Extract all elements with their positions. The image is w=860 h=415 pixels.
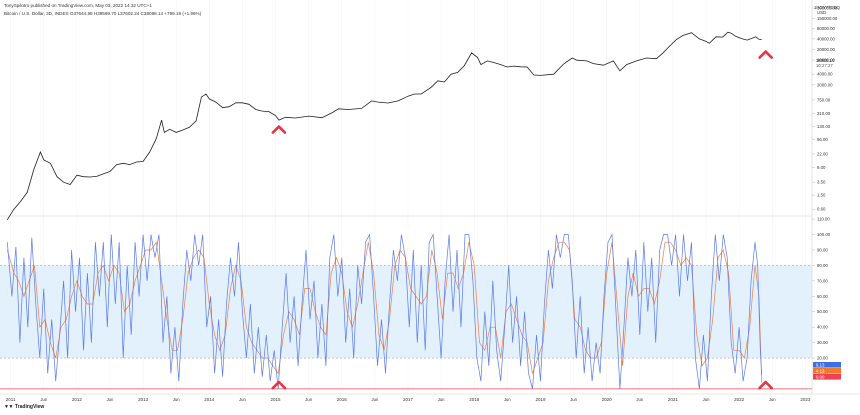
time-tick-label: 2017 bbox=[403, 397, 414, 402]
symbol-info-line[interactable]: Bitcoin / U.S. Dollar, 3D, INDEX O37644.… bbox=[4, 11, 202, 16]
time-tick-label: 2015 bbox=[271, 397, 282, 402]
price-tick-label: 56.00 bbox=[817, 137, 828, 142]
price-axis[interactable]: 300000.00 150000.00 80000.00 40000.00 20000.… bbox=[812, 6, 838, 212]
countdown-label: 10:27:27 bbox=[816, 63, 833, 68]
price-tick-label: 3.50 bbox=[817, 180, 826, 185]
price-tick-label: 0.60 bbox=[817, 207, 826, 212]
series-line-price bbox=[6, 31, 762, 221]
price-tick-label: 150000.00 bbox=[817, 16, 838, 21]
value-label-bg bbox=[813, 368, 841, 374]
price-tick-label: 20000.00 bbox=[817, 47, 836, 52]
currency-label-1: 1HOY??DDQ bbox=[814, 5, 841, 10]
time-tick-label: Jun bbox=[239, 397, 246, 402]
time-axis[interactable]: 2011 Jun 2012 Jun 2013 Jun 2014 Jun 2015 Jun 2016 J… bbox=[6, 397, 811, 402]
osc-tick-label: 80.00 bbox=[817, 263, 828, 268]
tradingview-brand[interactable]: ▼▼ TradingView bbox=[4, 404, 44, 410]
time-tick-label: 2020 bbox=[602, 397, 613, 402]
currency-label-2: USD bbox=[817, 10, 826, 15]
time-tick-label: Jun bbox=[504, 397, 511, 402]
time-tick-label: 2018 bbox=[469, 397, 480, 402]
osc-tick-label: 70.00 bbox=[817, 278, 828, 283]
price-tick-label: 10000.00 bbox=[817, 58, 836, 63]
price-tick-label: 2000.00 bbox=[817, 82, 833, 87]
price-tick-label: 300000.00 bbox=[817, 6, 838, 11]
time-tick-label: Jun bbox=[40, 397, 47, 402]
brand-name: TradingView bbox=[14, 404, 45, 410]
series-line-stoch-k bbox=[6, 233, 763, 389]
last-price-label: 38088.14 bbox=[816, 58, 835, 63]
price-tick-label: 310.00 bbox=[817, 111, 831, 116]
up-arrow-marker bbox=[271, 125, 287, 134]
price-tick-label: 40000.00 bbox=[817, 36, 836, 41]
publisher-line: TonySpilotro published on TradingView.co… bbox=[4, 3, 152, 8]
time-tick-label: 2019 bbox=[535, 397, 546, 402]
time-tick-label: Jun bbox=[636, 397, 643, 402]
price-tick-label: 130.00 bbox=[817, 124, 831, 129]
osc-tick-label: 60.00 bbox=[817, 294, 828, 299]
time-tick-label: Jun bbox=[107, 397, 114, 402]
oscillator-value-labels: 9.134.130.00 bbox=[813, 362, 841, 380]
osc-tick-label: 110.00 bbox=[817, 217, 830, 222]
osc-tick-label: 50.00 bbox=[817, 309, 828, 314]
time-tick-label: 2013 bbox=[138, 397, 149, 402]
price-tick-label: 9.00 bbox=[817, 165, 826, 170]
osc-tick-label: 100.00 bbox=[817, 232, 831, 237]
up-arrow-marker bbox=[758, 380, 773, 390]
time-tick-label: Jun bbox=[173, 397, 180, 402]
value-label-text: 9.13 bbox=[816, 362, 825, 367]
up-arrow-marker bbox=[758, 50, 773, 59]
time-tick-label: 2023 bbox=[800, 397, 811, 402]
time-tick-label: Jun bbox=[305, 397, 312, 402]
time-tick-label: Jun bbox=[769, 397, 776, 402]
price-tick-label: 4000.00 bbox=[817, 72, 833, 77]
osc-tick-label: 40.00 bbox=[817, 325, 828, 330]
time-tick-label: 2014 bbox=[204, 397, 215, 402]
price-tick-label: 80000.00 bbox=[817, 26, 836, 31]
time-tick-label: Jun bbox=[372, 397, 379, 402]
osc-tick-label: 20.00 bbox=[817, 356, 828, 361]
annotation-markers bbox=[271, 50, 773, 390]
tradingview-logo-icon: ▼▼ bbox=[4, 404, 13, 410]
time-tick-label: 2012 bbox=[72, 397, 83, 402]
value-label-bg bbox=[813, 362, 841, 368]
price-tick-label: 750.00 bbox=[817, 97, 831, 102]
time-tick-label: 2022 bbox=[734, 397, 745, 402]
value-label-text: 4.13 bbox=[816, 368, 825, 373]
time-tick-label: Jun bbox=[703, 397, 710, 402]
price-tick-label: 22.00 bbox=[817, 151, 828, 156]
osc-tick-label: 90.00 bbox=[817, 247, 828, 252]
time-tick-label: Jun bbox=[570, 397, 577, 402]
series-line-stoch-d bbox=[6, 241, 763, 383]
osc-tick-label: 30.00 bbox=[817, 340, 828, 345]
time-tick-label: 2021 bbox=[668, 397, 679, 402]
time-tick-label: 2011 bbox=[6, 397, 16, 402]
up-arrow-marker bbox=[271, 380, 287, 390]
value-label-bg bbox=[813, 374, 841, 380]
time-tick-label: 2016 bbox=[337, 397, 348, 402]
time-tick-label: Jun bbox=[438, 397, 445, 402]
price-tick-label: 1.50 bbox=[817, 193, 826, 198]
value-label-text: 0.00 bbox=[816, 374, 825, 379]
